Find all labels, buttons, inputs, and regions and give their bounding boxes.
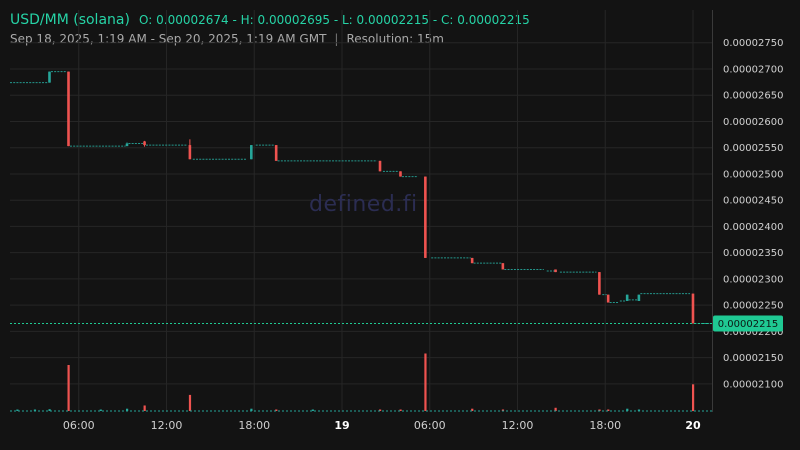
watermark: defined.fi: [309, 192, 418, 217]
volume-bar: [598, 409, 601, 411]
chart-header: USD/MM (solana) O: 0.00002674 - H: 0.000…: [10, 9, 530, 30]
candle-body: [554, 269, 557, 273]
time-tick-label: 18:00: [238, 419, 270, 432]
volume-bar: [48, 409, 51, 411]
candle-body: [606, 294, 610, 303]
candle-body: [424, 176, 427, 258]
price-tick-label: 0.00002200: [723, 327, 783, 338]
candle-body: [625, 294, 629, 301]
volume-bar: [33, 409, 37, 411]
time-tick-label: 19: [334, 419, 349, 432]
candle-body: [48, 71, 51, 83]
ohlc-readout: O: 0.00002674 - H: 0.00002695 - L: 0.000…: [139, 13, 530, 27]
current-price-label: 0.00002215: [718, 319, 778, 330]
price-tick-label: 0.00002350: [723, 248, 783, 259]
pair-title: USD/MM (solana): [10, 12, 130, 28]
volume-bar: [626, 408, 629, 411]
price-tick-label: 0.00002550: [723, 143, 783, 154]
price-tick-label: 0.00002500: [723, 169, 783, 180]
volume-bar: [501, 409, 505, 411]
price-tick-label: 0.00002100: [723, 379, 783, 390]
time-tick-label: 18:00: [589, 419, 621, 432]
volume-bar: [67, 365, 70, 411]
price-tick-label: 0.00002150: [723, 353, 783, 364]
candle-body: [598, 272, 601, 295]
time-tick-label: 06:00: [414, 419, 446, 432]
volume-bar: [399, 409, 402, 411]
candle-body: [470, 257, 474, 264]
volume-bar: [126, 408, 129, 411]
volume-bar: [691, 384, 695, 411]
volume-bar: [379, 409, 382, 411]
candle-body: [188, 145, 192, 160]
time-tick-label: 20: [685, 419, 701, 432]
candle-body: [250, 145, 253, 160]
current-price-badge: [713, 315, 783, 332]
candle-body: [691, 293, 695, 324]
volume-bar: [311, 409, 314, 411]
volume-bar: [637, 409, 641, 411]
price-tick-label: 0.00002300: [723, 274, 783, 285]
price-tick-label: 0.00002750: [723, 38, 783, 49]
candle-body: [637, 294, 641, 301]
price-tick-label: 0.00002650: [723, 91, 783, 102]
candle-body: [399, 171, 402, 177]
volume-bar: [16, 409, 19, 411]
price-tick-label: 0.00002450: [723, 196, 783, 207]
volume-bar: [554, 407, 557, 411]
separator: |: [334, 32, 339, 46]
candle-body: [143, 141, 146, 146]
candle-body: [274, 145, 278, 161]
volume-bar: [275, 409, 278, 411]
price-tick-label: 0.00002250: [723, 301, 783, 312]
volume-bar: [250, 408, 253, 411]
volume-bar: [607, 409, 610, 411]
candle-body: [125, 143, 129, 147]
volume-bar: [99, 409, 102, 411]
volume-bar: [424, 353, 427, 411]
time-tick-label: 06:00: [63, 419, 95, 432]
candle-body: [378, 160, 382, 172]
candle-body: [501, 263, 505, 270]
price-tick-label: 0.00002700: [723, 64, 783, 75]
volume-bar: [188, 394, 192, 411]
volume-bar: [471, 408, 474, 411]
price-tick-label: 0.00002400: [723, 222, 783, 233]
time-tick-label: 12:00: [502, 419, 534, 432]
candle-body: [67, 71, 70, 147]
volume-bar: [143, 405, 146, 411]
price-tick-label: 0.00002600: [723, 117, 783, 128]
time-tick-label: 12:00: [151, 419, 183, 432]
